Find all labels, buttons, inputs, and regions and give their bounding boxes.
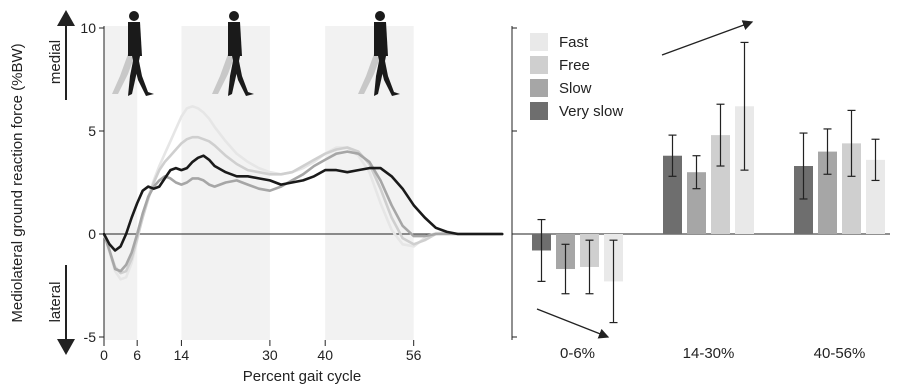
- medial-label: medial: [47, 40, 64, 84]
- legend-label: Fast: [559, 34, 589, 51]
- legend: Fast Free Slow Very slow: [530, 33, 623, 120]
- bar-series: [532, 41, 885, 324]
- legend-swatch: [530, 79, 548, 97]
- x-tick-label: 0: [100, 347, 108, 363]
- figure-torso: [128, 22, 142, 56]
- y-tick-label: -5: [84, 329, 97, 345]
- series-line-slow: [102, 150, 504, 273]
- figure-head: [375, 11, 385, 21]
- category-label: 0-6%: [560, 345, 595, 362]
- category-label: 14-30%: [683, 345, 735, 362]
- figure-head: [229, 11, 239, 21]
- x-axis-label: Percent gait cycle: [243, 368, 361, 384]
- figure-head: [129, 11, 139, 21]
- y-axis-label: Mediolateral ground reaction force (%BW): [9, 43, 26, 322]
- figure-torso: [374, 22, 388, 56]
- ghost-leg: [358, 54, 380, 94]
- bar-category-labels: 0-6% 14-30% 40-56%: [560, 345, 865, 362]
- figure-leg: [374, 56, 386, 96]
- line-series: [102, 105, 504, 281]
- ghost-leg: [212, 54, 234, 94]
- walking-figure-icon: [358, 11, 400, 96]
- y-ticks: -5 0 5 10: [80, 20, 104, 345]
- x-ticks: 0 6 14 30 40 56: [100, 340, 422, 363]
- trend-arrow-up-icon: [661, 20, 754, 56]
- bar-slow: [818, 151, 837, 234]
- bar-y-ticks: [512, 27, 517, 338]
- x-tick-label: 40: [317, 347, 333, 363]
- lateral-arrow-icon: [57, 265, 75, 355]
- x-tick-label: 6: [133, 347, 141, 363]
- y-tick-label: 5: [88, 123, 96, 139]
- bar-very-slow: [663, 155, 682, 234]
- bar-free: [711, 135, 730, 234]
- legend-label: Free: [559, 57, 590, 74]
- x-tick-label: 14: [174, 347, 190, 363]
- category-label: 40-56%: [814, 345, 866, 362]
- legend-label: Very slow: [559, 103, 623, 120]
- series-line-very-slow: [102, 154, 504, 252]
- medial-arrow-icon: [57, 10, 75, 100]
- walking-figure-icon: [212, 11, 254, 96]
- walking-figure-icon: [112, 11, 154, 96]
- legend-swatch: [530, 33, 548, 51]
- bar-chart-panel: 0-6% 14-30% 40-56% Fast Free Slow Very slow: [511, 20, 890, 362]
- figure-leg: [228, 56, 240, 96]
- y-tick-label: 10: [80, 20, 96, 36]
- figure-torso: [228, 22, 242, 56]
- walking-icons: [112, 11, 400, 96]
- bar-very-slow: [794, 166, 813, 234]
- figure-leg: [128, 56, 140, 96]
- ghost-leg: [112, 54, 134, 94]
- bar-slow: [687, 172, 706, 234]
- trend-arrow-down-icon: [536, 308, 610, 339]
- bar-fast: [866, 159, 885, 234]
- y-tick-label: 0: [88, 226, 96, 242]
- legend-swatch: [530, 56, 548, 74]
- series-line-fast: [102, 105, 504, 281]
- lateral-label: lateral: [47, 282, 64, 323]
- bar-free: [842, 143, 861, 234]
- legend-swatch: [530, 102, 548, 120]
- x-tick-label: 30: [262, 347, 278, 363]
- legend-label: Slow: [559, 80, 592, 97]
- x-tick-label: 56: [406, 347, 422, 363]
